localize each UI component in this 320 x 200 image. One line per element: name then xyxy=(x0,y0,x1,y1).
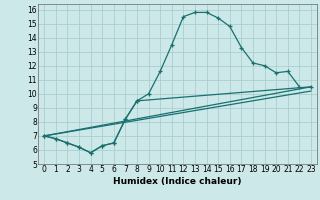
X-axis label: Humidex (Indice chaleur): Humidex (Indice chaleur) xyxy=(113,177,242,186)
